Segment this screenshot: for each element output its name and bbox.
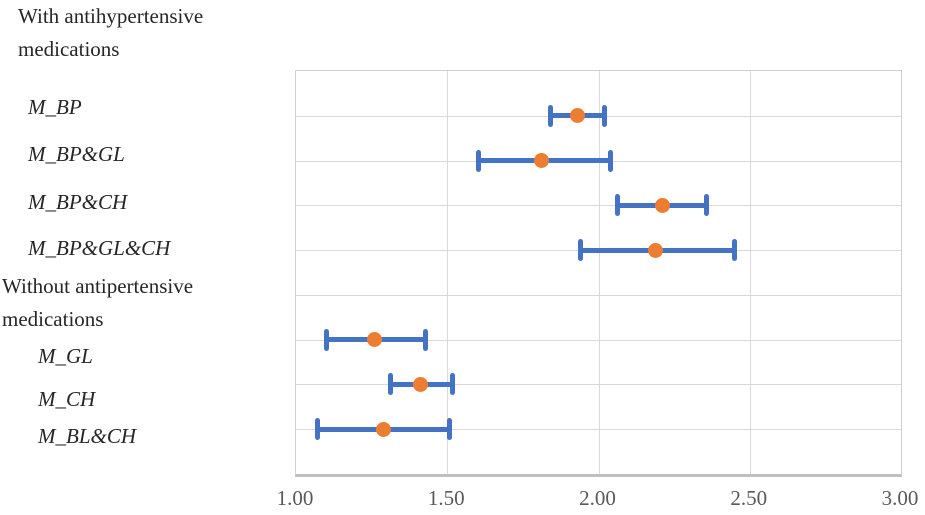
row-label-m-ch: M_CH [38, 387, 96, 411]
row-label-m-bp-gl-ch: M_BP&GL&CH [28, 236, 171, 260]
vertical-gridline [447, 71, 449, 474]
group-header-with-antihypertensive-line1: With antihypertensive [18, 4, 204, 28]
ci-cap-left [578, 239, 584, 262]
x-tick-1-00: 1.00 [276, 486, 314, 510]
error-bar-m-bp-gl-ch [578, 239, 737, 262]
error-bar-m-bp [548, 104, 607, 127]
group-header-with-antihypertensive-line2: medications [18, 37, 120, 61]
ci-cap-right [423, 328, 429, 351]
vertical-gridline [598, 71, 600, 474]
error-bar-m-ch [387, 373, 456, 396]
row-label-m-bl-ch: M_BL&CH [38, 424, 137, 448]
group-header-without-antipertensive-line2: medications [2, 307, 104, 331]
ci-cap-right [450, 373, 456, 396]
data-point-marker [376, 421, 392, 437]
data-point-marker [648, 242, 664, 258]
vertical-gridline [749, 71, 751, 474]
x-tick-1-50: 1.50 [427, 486, 465, 510]
ci-cap-right [607, 149, 613, 172]
ci-cap-left [387, 373, 393, 396]
ci-cap-left [614, 194, 620, 217]
x-axis: 1.00 1.50 2.00 2.50 3.00 [0, 486, 925, 512]
ci-cap-left [548, 104, 554, 127]
data-point-marker [412, 376, 428, 392]
row-label-m-bp-gl: M_BP&GL [28, 142, 125, 166]
row-label-m-bp: M_BP [28, 95, 82, 119]
data-point-marker [533, 153, 549, 169]
row-label-m-gl: M_GL [38, 344, 93, 368]
x-tick-3-00: 3.00 [881, 486, 919, 510]
ci-cap-left [475, 149, 481, 172]
ci-cap-left [324, 328, 330, 351]
row-label-m-bp-ch: M_BP&CH [28, 190, 128, 214]
error-bar-m-bp-ch [614, 194, 710, 217]
ci-cap-right [447, 418, 453, 441]
error-bar-m-bp-gl [475, 149, 613, 172]
x-tick-2-50: 2.50 [730, 486, 768, 510]
ci-cap-right [704, 194, 710, 217]
data-point-marker [654, 197, 670, 213]
group-header-without-antipertensive-line1: Without antipertensive [2, 274, 194, 298]
error-bar-m-gl [324, 328, 429, 351]
data-point-marker [367, 332, 383, 348]
ci-cap-right [601, 104, 607, 127]
ci-cap-right [731, 239, 737, 262]
plot-area [295, 70, 902, 477]
data-point-marker [569, 108, 585, 124]
x-tick-2-00: 2.00 [579, 486, 616, 510]
ci-cap-left [315, 418, 321, 441]
error-bar-m-bl-ch [315, 418, 453, 441]
